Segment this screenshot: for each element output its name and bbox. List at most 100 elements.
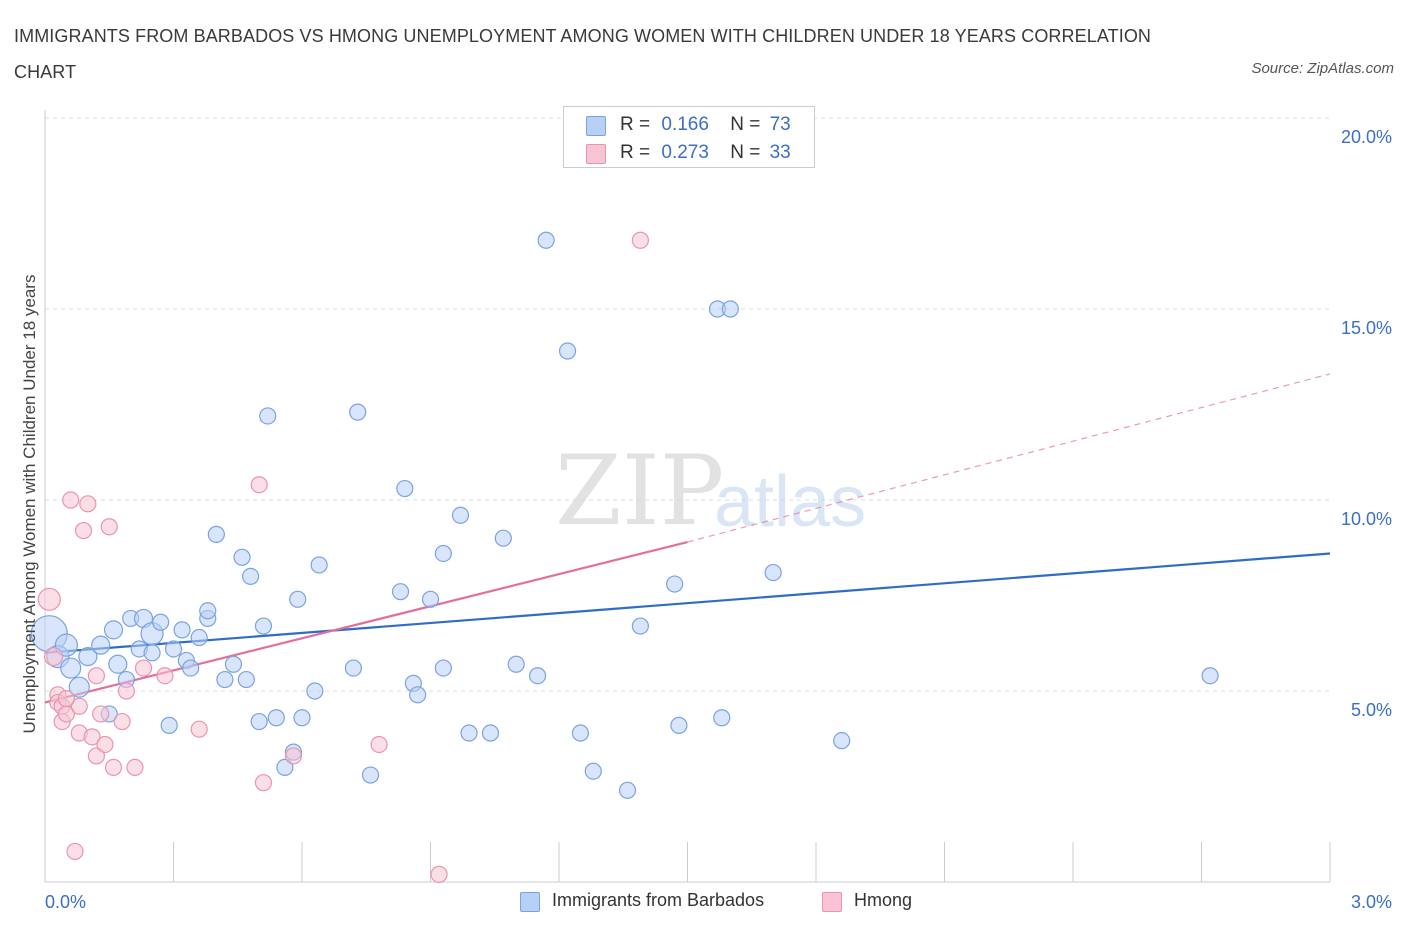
data-point bbox=[267, 709, 285, 727]
chart-title: IMMIGRANTS FROM BARBADOS VS HMONG UNEMPL… bbox=[14, 26, 1152, 82]
data-point bbox=[666, 575, 684, 593]
data-point bbox=[173, 621, 191, 639]
data-point bbox=[430, 865, 448, 883]
x-tick-label: 0.0% bbox=[45, 892, 86, 912]
data-point bbox=[618, 781, 637, 799]
data-point bbox=[62, 491, 80, 509]
watermark-zip: ZIP bbox=[555, 435, 724, 547]
data-point bbox=[117, 682, 135, 700]
data-point bbox=[494, 529, 512, 547]
legend-swatch-pink bbox=[586, 144, 606, 164]
data-point bbox=[1201, 667, 1219, 685]
data-point bbox=[87, 747, 106, 765]
data-point bbox=[78, 647, 98, 667]
data-point bbox=[37, 587, 61, 611]
data-point bbox=[92, 705, 110, 723]
y-tick-label: 10.0% bbox=[1341, 509, 1392, 529]
data-point bbox=[87, 667, 106, 685]
data-point bbox=[276, 758, 294, 777]
data-point bbox=[216, 670, 234, 689]
x-tick-label: 3.0% bbox=[1351, 892, 1392, 912]
data-point bbox=[833, 732, 851, 750]
data-point bbox=[57, 690, 76, 708]
legend-swatch-blue bbox=[586, 116, 606, 136]
data-point bbox=[254, 774, 273, 792]
data-point bbox=[670, 716, 688, 734]
legend-n-label: N = bbox=[730, 114, 761, 135]
bottom-legend-label-barbados: Immigrants from Barbados bbox=[552, 890, 765, 910]
correlation-legend: R = 0.166 N = 73 R = 0.273 N = 33 bbox=[563, 106, 815, 168]
data-point bbox=[156, 667, 174, 685]
data-point bbox=[60, 657, 82, 679]
data-point bbox=[91, 635, 111, 655]
data-point bbox=[74, 521, 93, 540]
data-point bbox=[190, 720, 208, 738]
data-point bbox=[713, 709, 731, 727]
data-point bbox=[103, 620, 124, 640]
data-point bbox=[233, 548, 251, 566]
data-point bbox=[284, 747, 303, 765]
trend-line-extension bbox=[687, 373, 1331, 543]
data-point bbox=[481, 724, 500, 742]
data-point bbox=[421, 590, 440, 608]
data-point bbox=[409, 686, 427, 704]
data-point bbox=[143, 644, 161, 662]
bottom-legend-label-hmong: Hmong bbox=[854, 890, 913, 910]
data-point bbox=[349, 403, 367, 421]
y-tick-label: 15.0% bbox=[1341, 318, 1392, 338]
data-point bbox=[68, 676, 90, 698]
legend-r-label: R = bbox=[620, 142, 651, 163]
data-point bbox=[293, 709, 311, 727]
data-point bbox=[584, 762, 602, 780]
data-point bbox=[250, 712, 268, 731]
data-point bbox=[182, 659, 200, 677]
data-point bbox=[507, 655, 525, 673]
trend-line bbox=[44, 552, 1331, 654]
data-point bbox=[207, 525, 225, 543]
data-point bbox=[396, 479, 414, 498]
data-point bbox=[306, 682, 324, 700]
data-point bbox=[571, 724, 590, 742]
data-point bbox=[96, 735, 114, 754]
data-point bbox=[134, 659, 153, 677]
watermark-atlas: atlas bbox=[714, 462, 866, 542]
data-point bbox=[344, 659, 362, 677]
y-tick-label: 20.0% bbox=[1341, 127, 1392, 147]
data-point bbox=[254, 617, 273, 635]
data-point bbox=[100, 518, 118, 536]
axes bbox=[44, 110, 1331, 883]
y-tick-label: 5.0% bbox=[1351, 700, 1392, 720]
data-point bbox=[70, 697, 88, 715]
data-point bbox=[631, 617, 649, 635]
data-point bbox=[113, 712, 131, 731]
data-point bbox=[104, 758, 123, 777]
tick-labels: 5.0% 10.0% 15.0% 20.0% 0.0% 3.0% bbox=[45, 127, 1392, 912]
data-point bbox=[126, 758, 144, 777]
data-point bbox=[66, 842, 84, 861]
data-point bbox=[152, 613, 170, 631]
data-point bbox=[108, 654, 128, 674]
data-point bbox=[79, 495, 97, 513]
legend-n-label: N = bbox=[730, 142, 761, 163]
data-point bbox=[558, 342, 577, 360]
data-point bbox=[259, 407, 277, 425]
data-point bbox=[83, 728, 101, 746]
data-point bbox=[391, 583, 410, 601]
grid-lines bbox=[45, 117, 1330, 692]
legend-r-value: 0.273 bbox=[661, 142, 709, 163]
data-point bbox=[289, 590, 307, 608]
legend-n-value: 33 bbox=[769, 142, 791, 163]
data-point bbox=[237, 670, 255, 689]
trend-line bbox=[44, 540, 688, 704]
data-point bbox=[370, 735, 388, 754]
data-point bbox=[190, 628, 208, 647]
data-point bbox=[160, 716, 178, 734]
legend-n-value: 73 bbox=[769, 114, 791, 135]
data-points bbox=[30, 231, 1219, 883]
data-point bbox=[242, 567, 260, 586]
data-point bbox=[764, 563, 782, 582]
legend-r-label: R = bbox=[620, 114, 651, 135]
data-point bbox=[537, 231, 555, 249]
y-axis-label: Unemployment Among Women with Children U… bbox=[20, 274, 39, 734]
